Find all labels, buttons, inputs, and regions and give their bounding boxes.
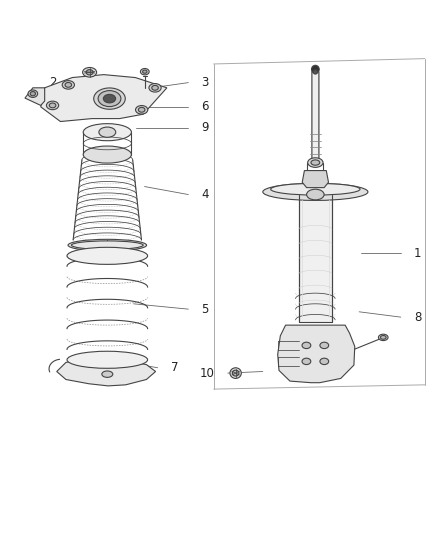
Text: 5: 5 — [201, 303, 209, 316]
Ellipse shape — [311, 160, 320, 165]
Text: 7: 7 — [171, 361, 178, 374]
Ellipse shape — [307, 158, 323, 167]
Ellipse shape — [94, 88, 125, 109]
Ellipse shape — [68, 239, 147, 251]
Ellipse shape — [46, 101, 59, 110]
Ellipse shape — [49, 103, 56, 108]
Polygon shape — [25, 88, 45, 106]
Ellipse shape — [103, 94, 116, 103]
Ellipse shape — [378, 334, 388, 341]
Ellipse shape — [28, 90, 38, 98]
Ellipse shape — [138, 108, 145, 112]
Ellipse shape — [65, 83, 71, 87]
Text: 10: 10 — [200, 367, 215, 379]
Ellipse shape — [86, 70, 93, 75]
Ellipse shape — [83, 124, 131, 141]
Ellipse shape — [302, 358, 311, 365]
Ellipse shape — [307, 189, 324, 200]
Text: 6: 6 — [201, 100, 209, 113]
Ellipse shape — [232, 370, 239, 376]
Ellipse shape — [263, 183, 368, 200]
Ellipse shape — [102, 371, 113, 377]
Ellipse shape — [313, 70, 318, 74]
Polygon shape — [302, 171, 328, 188]
Ellipse shape — [135, 106, 148, 114]
Ellipse shape — [152, 85, 158, 90]
Ellipse shape — [99, 127, 116, 138]
Text: 9: 9 — [201, 122, 209, 134]
Ellipse shape — [98, 91, 121, 107]
Ellipse shape — [83, 68, 97, 77]
Ellipse shape — [149, 84, 161, 92]
Polygon shape — [278, 325, 355, 383]
Ellipse shape — [230, 368, 241, 378]
Ellipse shape — [141, 68, 149, 75]
Polygon shape — [312, 67, 319, 160]
Ellipse shape — [320, 358, 328, 365]
Ellipse shape — [67, 351, 148, 368]
Ellipse shape — [30, 92, 35, 96]
Ellipse shape — [380, 336, 386, 339]
Text: 2: 2 — [49, 76, 57, 89]
Polygon shape — [299, 195, 332, 322]
Ellipse shape — [302, 342, 311, 349]
Ellipse shape — [320, 342, 328, 349]
Ellipse shape — [62, 80, 74, 89]
Text: 8: 8 — [414, 311, 421, 324]
Polygon shape — [57, 358, 155, 386]
Ellipse shape — [83, 146, 131, 163]
Ellipse shape — [143, 70, 147, 73]
Text: 1: 1 — [414, 247, 421, 260]
Ellipse shape — [71, 241, 143, 249]
Ellipse shape — [311, 66, 319, 74]
Text: 4: 4 — [201, 188, 209, 201]
Text: 3: 3 — [201, 76, 209, 89]
Ellipse shape — [271, 183, 360, 195]
Ellipse shape — [67, 247, 148, 264]
Polygon shape — [41, 75, 167, 122]
